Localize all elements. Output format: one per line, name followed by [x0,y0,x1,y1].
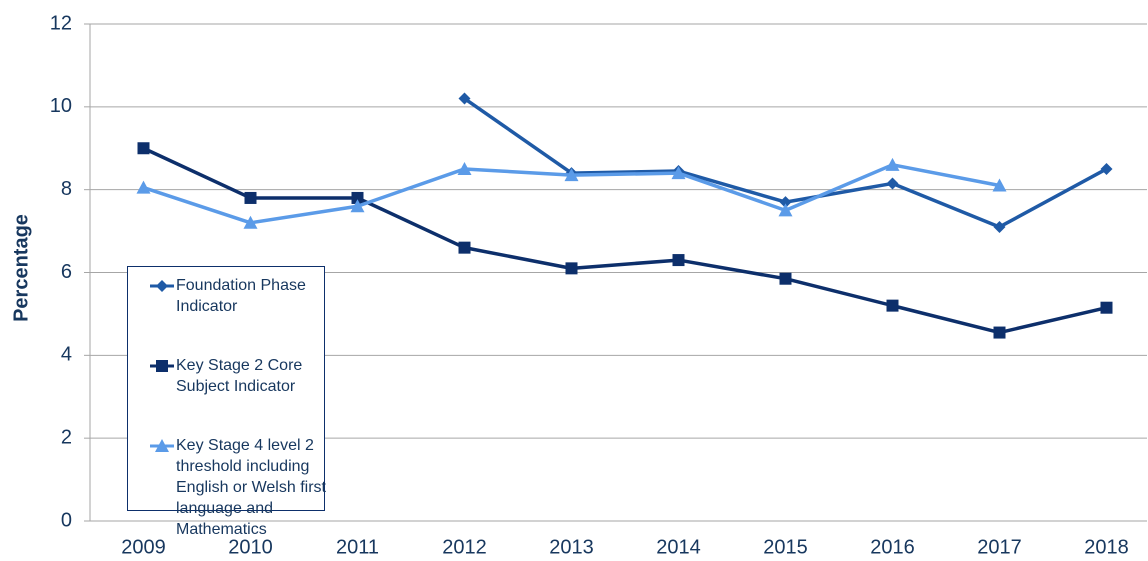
legend-entry: Key Stage 4 level 2 threshold including … [128,435,326,540]
y-tick-label: 8 [61,178,72,200]
marker [243,215,258,229]
legend-label: Key Stage 4 level 2 threshold including … [176,437,326,538]
marker [993,326,1006,339]
marker [565,262,578,275]
x-tick-label: 2009 [121,536,166,558]
legend-swatch [150,360,174,372]
marker [671,166,686,180]
y-tick-label: 4 [61,344,72,366]
y-axis-label: Percentage [10,214,32,322]
x-tick-label: 2014 [656,536,701,558]
marker [156,280,168,292]
y-tick-label: 12 [50,12,72,34]
marker [155,439,169,452]
marker [458,241,471,254]
marker [992,178,1007,192]
marker [779,272,792,285]
marker [350,199,365,213]
y-tick-label: 0 [61,509,72,531]
legend-entry: Foundation Phase Indicator [128,275,326,317]
x-tick-label: 2013 [549,536,594,558]
marker [1100,162,1113,175]
marker [136,180,151,194]
marker [886,299,899,312]
marker [672,254,685,267]
x-tick-label: 2012 [442,536,487,558]
marker [779,196,792,209]
marker [457,161,472,175]
y-tick-label: 2 [61,426,72,448]
marker [351,191,364,204]
marker [885,157,900,171]
marker [886,177,899,190]
legend-label: Key Stage 2 Core Subject Indicator [176,357,303,395]
x-tick-label: 2016 [870,536,915,558]
marker [993,220,1006,233]
legend-swatch [150,280,174,292]
legend-label: Foundation Phase Indicator [176,277,306,315]
series-line [142,146,1107,335]
y-tick-label: 6 [61,261,72,283]
x-tick-label: 2018 [1084,536,1129,558]
x-tick-label: 2010 [228,536,273,558]
marker [778,203,793,217]
legend-swatch [150,439,174,452]
marker [156,360,168,372]
legend: Foundation Phase Indicator Key Stage 2 Co… [127,266,326,538]
x-tick-label: 2017 [977,536,1022,558]
marker [564,168,579,182]
legend-entry: Key Stage 2 Core Subject Indicator [128,355,326,397]
marker [458,92,471,105]
marker [244,191,257,204]
y-tick-label: 10 [50,95,72,117]
x-tick-label: 2015 [763,536,808,558]
marker [1100,301,1113,314]
x-tick-label: 2011 [336,536,379,558]
marker [137,142,150,155]
